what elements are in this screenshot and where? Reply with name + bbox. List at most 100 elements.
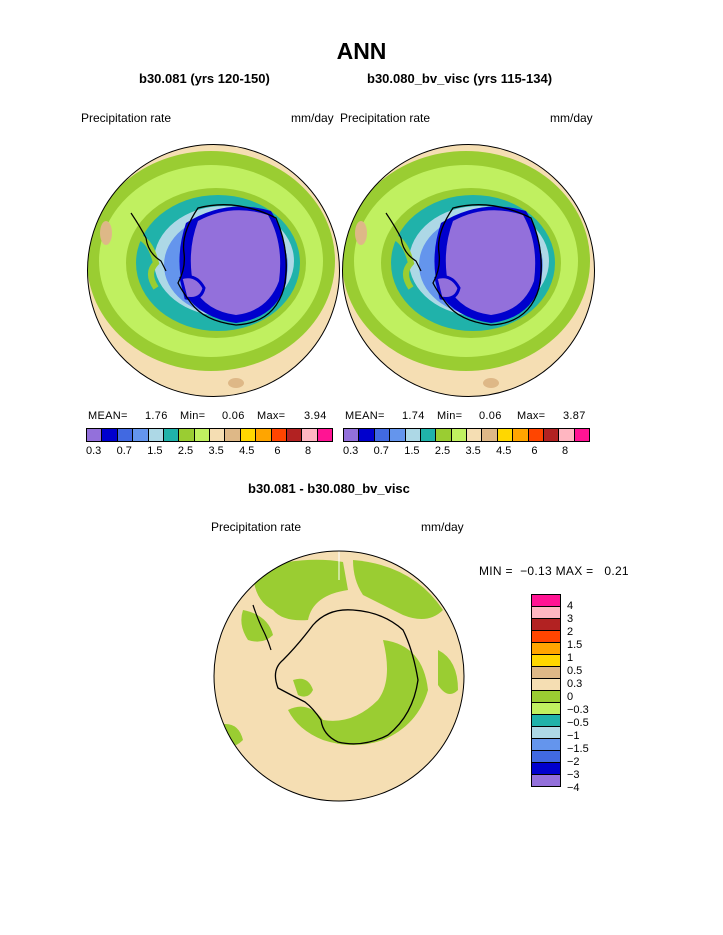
diff-colorbar-swatch <box>532 775 560 786</box>
diff-colorbar-swatch <box>532 715 560 727</box>
diff-colorbar-tick-label: 0.3 <box>567 678 583 690</box>
colorbar-swatch <box>559 429 575 441</box>
panel1-colorbar-labels: 0.3 0.7 1.5 2.5 3.5 4.5 6 8 <box>86 445 331 459</box>
panel1-map <box>87 144 340 397</box>
colorbar-swatch <box>148 429 164 441</box>
colorbar-swatch <box>451 429 467 441</box>
panel1-case-title: b30.081 (yrs 120-150) <box>139 71 270 86</box>
colorbar-swatch <box>256 429 272 441</box>
panel1-variable: Precipitation rate <box>81 111 172 125</box>
colorbar-swatch <box>482 429 498 441</box>
colorbar-swatch <box>210 429 226 441</box>
panel2-min: 0.06 <box>479 410 502 422</box>
panel2-mean-label: MEAN= <box>345 410 385 422</box>
colorbar-tick-label: 3.5 <box>208 445 224 457</box>
panel1-min-label: Min= <box>180 410 206 422</box>
panel1-max-label: Max= <box>257 410 286 422</box>
panel2-min-label: Min= <box>437 410 463 422</box>
colorbar-swatch <box>194 429 210 441</box>
panel2-max: 3.87 <box>563 410 586 422</box>
colorbar-tick-label: 6 <box>274 445 281 457</box>
diff-colorbar-swatch <box>532 619 560 631</box>
diff-colorbar-labels: 4 3 2 1.5 1 0.5 0.3 0 −0.3 −0.5 −1 −1.5 −2 −3 −4 <box>567 594 607 802</box>
panel2-colorbar <box>343 428 590 442</box>
colorbar-tick-label: 8 <box>304 445 312 457</box>
colorbar-swatch <box>102 429 118 441</box>
panel1-units: mm/day <box>291 111 334 125</box>
main-title: ANN <box>336 38 387 64</box>
diff-colorbar <box>531 594 561 787</box>
panel1-max: 3.94 <box>304 410 327 422</box>
panel2-units: mm/day <box>550 111 593 125</box>
colorbar-swatch <box>225 429 241 441</box>
panel1-mean: 1.76 <box>145 410 168 422</box>
diff-title: b30.081 - b30.080_bv_visc <box>248 481 410 496</box>
colorbar-tick-label: 4.5 <box>496 445 512 457</box>
diff-units: mm/day <box>421 520 464 534</box>
panel2-variable: Precipitation rate <box>340 111 431 125</box>
colorbar-swatch <box>390 429 406 441</box>
diff-colorbar-tick-label: 0 <box>567 691 574 703</box>
diff-colorbar-swatch <box>532 655 560 667</box>
diff-colorbar-tick-label: 0.5 <box>567 665 583 677</box>
colorbar-tick-label: 0.7 <box>373 445 389 457</box>
colorbar-swatch <box>543 429 560 441</box>
colorbar-swatch <box>513 429 529 441</box>
colorbar-swatch <box>317 429 332 441</box>
colorbar-swatch <box>405 429 421 441</box>
colorbar-swatch <box>467 429 483 441</box>
diff-colorbar-tick-label: −0.3 <box>567 704 589 716</box>
diff-colorbar-swatch <box>532 667 560 679</box>
diff-colorbar-tick-label: 2 <box>567 626 574 638</box>
colorbar-tick-label: 2.5 <box>434 445 451 457</box>
diff-colorbar-tick-label: 1 <box>567 652 574 664</box>
panel1-min: 0.06 <box>222 410 245 422</box>
diff-colorbar-tick-label: −3 <box>567 769 580 781</box>
colorbar-tick-label: 0.7 <box>116 445 132 457</box>
colorbar-swatch <box>179 429 195 441</box>
panel2-map <box>342 144 595 397</box>
colorbar-swatch <box>117 429 134 441</box>
diff-colorbar-swatch <box>532 763 560 775</box>
diff-variable: Precipitation rate <box>211 520 302 534</box>
colorbar-tick-label: 3.5 <box>465 445 481 457</box>
colorbar-tick-label: 0.3 <box>343 445 359 457</box>
panel1-mean-label: MEAN= <box>88 410 128 422</box>
colorbar-tick-label: 0.3 <box>86 445 102 457</box>
diff-map <box>213 550 465 802</box>
diff-colorbar-tick-label: −1 <box>567 730 580 742</box>
colorbar-tick-label: 1.5 <box>404 445 420 457</box>
colorbar-swatch <box>87 429 103 441</box>
panel2-colorbar-labels: 0.3 0.7 1.5 2.5 3.5 4.5 6 8 <box>343 445 588 459</box>
colorbar-swatch <box>359 429 375 441</box>
diff-colorbar-swatch <box>532 595 560 607</box>
panel2-max-label: Max= <box>517 410 546 422</box>
colorbar-swatch <box>271 429 287 441</box>
colorbar-swatch <box>574 429 589 441</box>
diff-colorbar-swatch <box>532 703 560 715</box>
panel2-mean: 1.74 <box>402 410 425 422</box>
colorbar-swatch <box>436 429 452 441</box>
diff-colorbar-tick-label: −0.5 <box>567 717 589 729</box>
colorbar-swatch <box>528 429 544 441</box>
diff-colorbar-tick-label: −4 <box>567 782 580 794</box>
diff-colorbar-swatch <box>532 739 560 751</box>
diff-colorbar-swatch <box>532 679 560 691</box>
diff-colorbar-tick-label: 1.5 <box>567 639 583 651</box>
colorbar-tick-label: 8 <box>561 445 569 457</box>
colorbar-swatch <box>497 429 514 441</box>
diff-min-max: MIN = −0.13 MAX = 0.21 <box>479 564 629 578</box>
colorbar-tick-label: 4.5 <box>239 445 255 457</box>
colorbar-swatch <box>133 429 149 441</box>
colorbar-swatch <box>374 429 391 441</box>
colorbar-tick-label: 6 <box>531 445 538 457</box>
diff-colorbar-swatch <box>532 643 560 655</box>
diff-colorbar-tick-label: 4 <box>567 600 574 612</box>
panel1-colorbar <box>86 428 333 442</box>
diff-colorbar-swatch <box>532 751 560 763</box>
diff-colorbar-tick-label: −1.5 <box>567 743 589 755</box>
diff-colorbar-swatch <box>532 631 560 643</box>
colorbar-swatch <box>286 429 303 441</box>
diff-colorbar-tick-label: −2 <box>567 756 580 768</box>
diff-colorbar-tick-label: 3 <box>567 613 574 625</box>
